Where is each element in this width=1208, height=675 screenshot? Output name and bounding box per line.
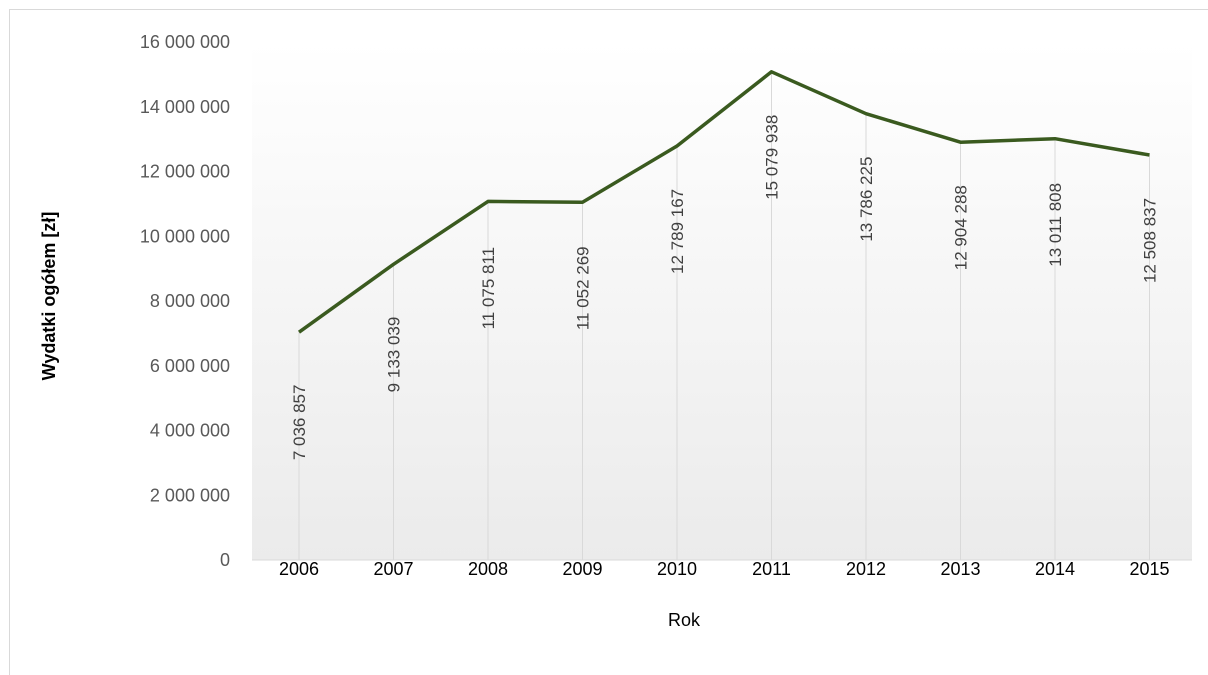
- y-axis-title: Wydatki ogółem [zł]: [39, 212, 59, 381]
- y-tick-label: 14 000 000: [140, 97, 230, 117]
- y-tick-label: 12 000 000: [140, 162, 230, 182]
- plot-area: [252, 42, 1192, 560]
- y-tick-label: 10 000 000: [140, 226, 230, 246]
- data-label: 12 904 288: [952, 185, 971, 270]
- x-tick-label: 2008: [468, 559, 508, 579]
- data-label: 12 789 167: [668, 189, 687, 274]
- y-tick-label: 16 000 000: [140, 32, 230, 52]
- x-tick-label: 2006: [279, 559, 319, 579]
- x-tick-label: 2013: [940, 559, 980, 579]
- data-label: 11 052 269: [574, 246, 593, 330]
- series-line: [297, 70, 1150, 334]
- x-tick-label: 2014: [1035, 559, 1075, 579]
- data-label: 13 786 225: [857, 157, 876, 242]
- x-tick-label: 2011: [752, 559, 791, 579]
- x-axis-title: Rok: [668, 610, 701, 630]
- data-label: 13 011 808: [1046, 183, 1065, 267]
- y-tick-label: 0: [220, 550, 230, 570]
- data-label: 15 079 938: [763, 115, 782, 200]
- x-tick-label: 2012: [846, 559, 886, 579]
- x-tick-label: 2007: [373, 559, 413, 579]
- x-tick-label: 2009: [562, 559, 602, 579]
- x-tick-label: 2015: [1129, 559, 1169, 579]
- data-label: 9 133 039: [385, 317, 404, 393]
- x-tick-label: 2010: [657, 559, 697, 579]
- data-label: 12 508 837: [1141, 198, 1160, 283]
- data-label: 7 036 857: [290, 385, 309, 461]
- y-tick-label: 6 000 000: [150, 356, 230, 376]
- data-label: 11 075 811: [479, 247, 498, 330]
- y-tick-label: 4 000 000: [150, 421, 230, 441]
- y-tick-label: 2 000 000: [150, 485, 230, 505]
- y-tick-label: 8 000 000: [150, 291, 230, 311]
